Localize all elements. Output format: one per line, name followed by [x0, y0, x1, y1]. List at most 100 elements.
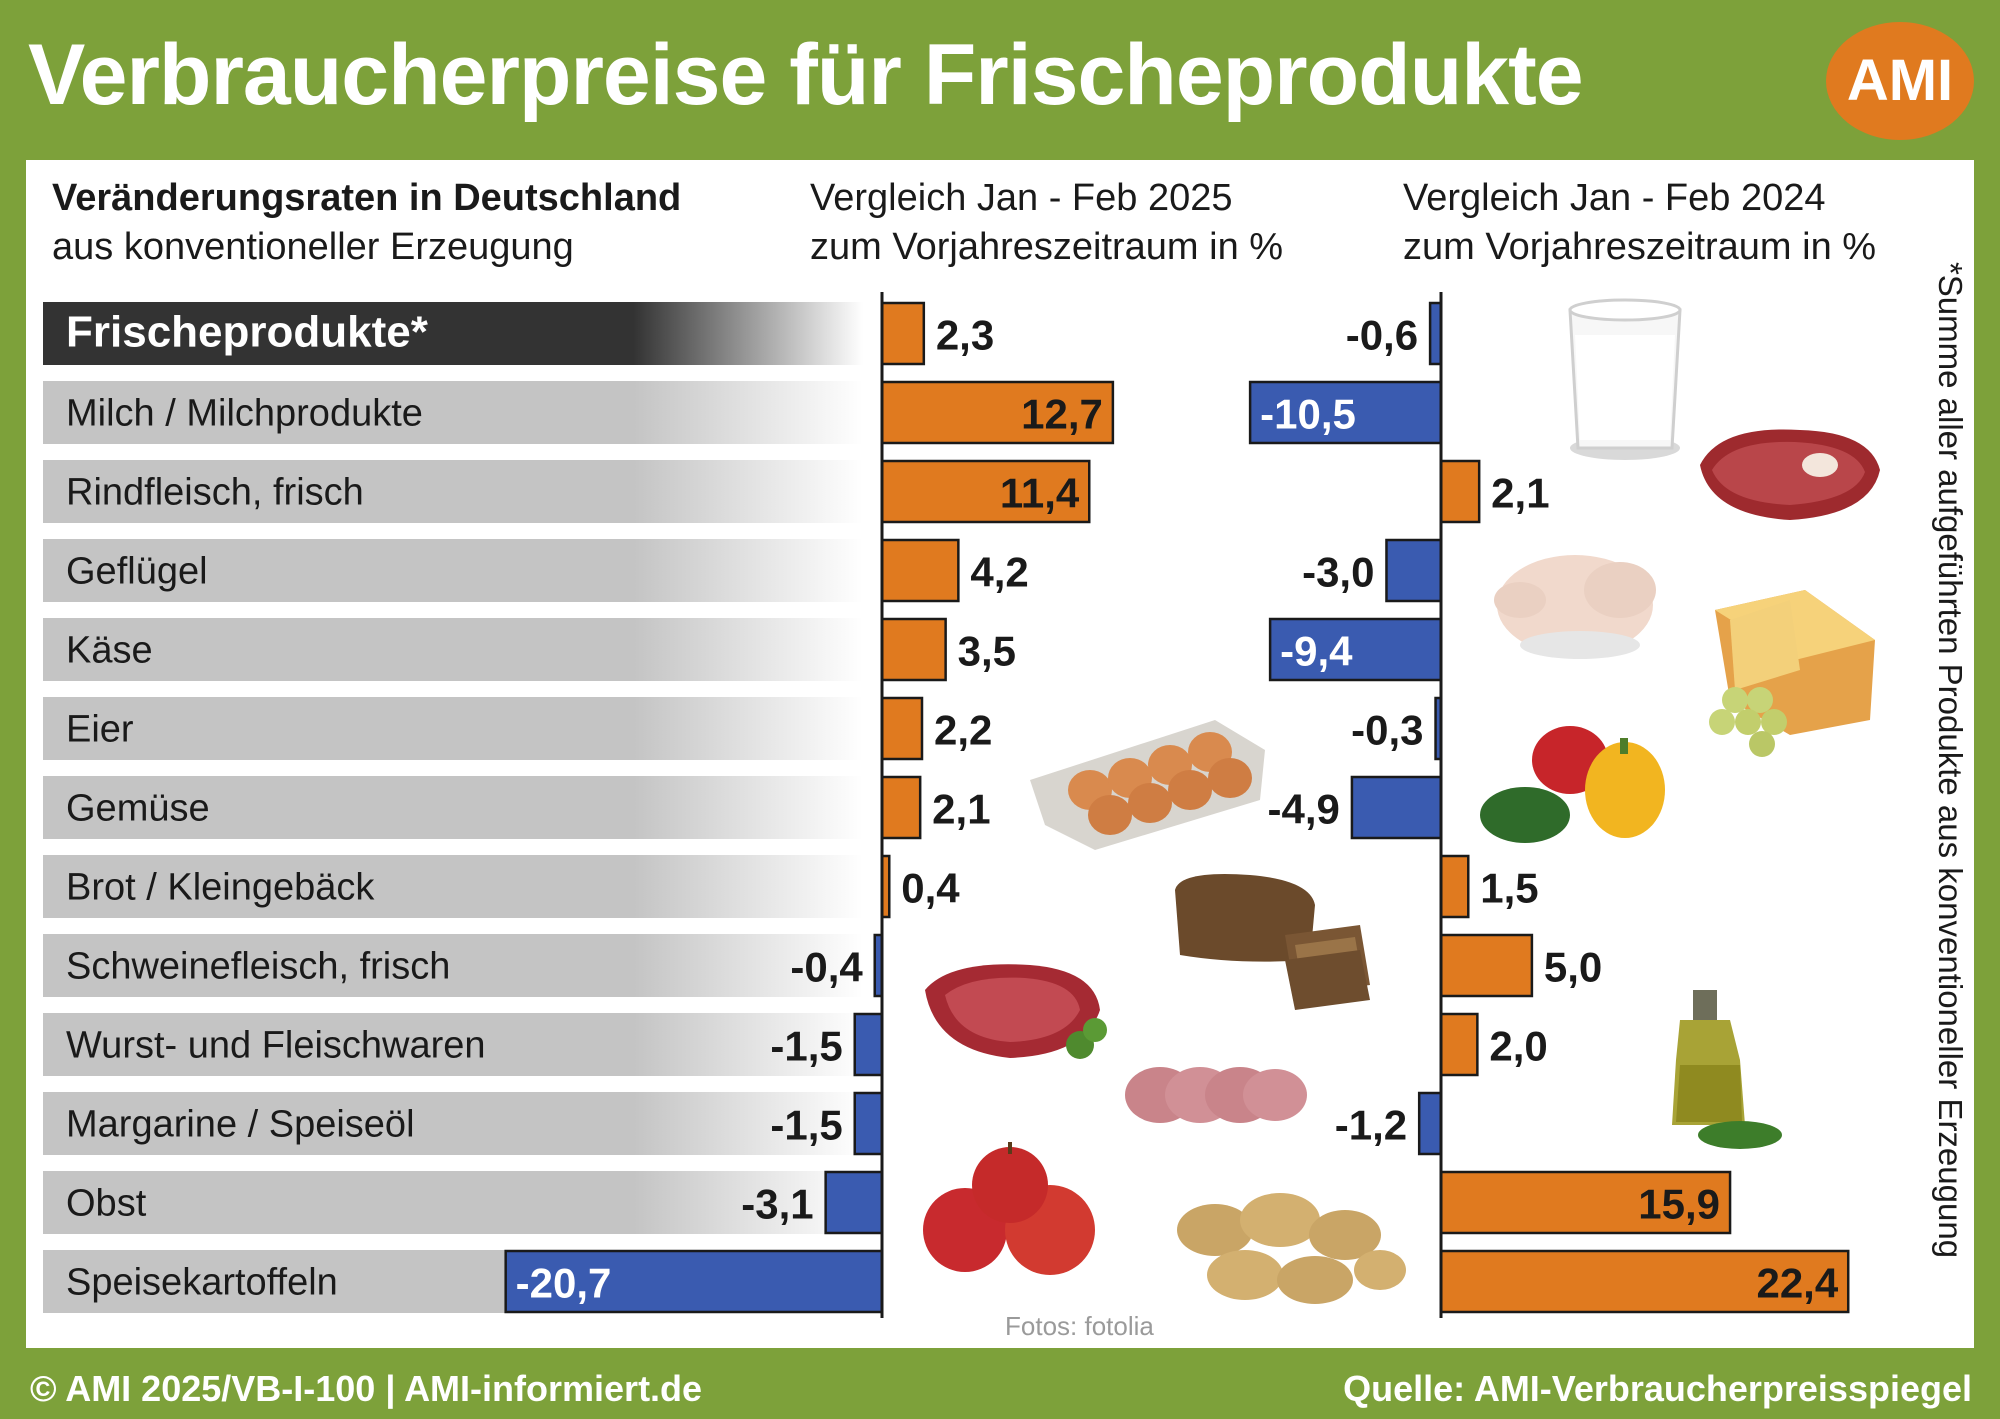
ami-logo-text: AMI — [1846, 48, 1954, 113]
data-label: -0,3 — [1351, 707, 1423, 754]
header-label-bold: Veränderungsraten in Deutschland — [52, 177, 682, 219]
category-band — [43, 381, 863, 444]
data-bar — [1439, 459, 1481, 524]
data-label: -3,0 — [1302, 549, 1374, 596]
data-label: 4,2 — [970, 549, 1028, 596]
apples-icon — [923, 1142, 1095, 1275]
data-bar — [824, 1170, 884, 1235]
data-label: 2,3 — [936, 312, 994, 359]
chicken-icon — [1494, 555, 1656, 659]
category-band — [43, 302, 863, 365]
potatoes-icon — [1177, 1193, 1406, 1304]
data-label: 2,2 — [934, 707, 992, 754]
data-label: -20,7 — [516, 1260, 612, 1307]
data-label: 2,1 — [932, 786, 990, 833]
chart-title: Verbraucherpreise für Frischeprodukte — [28, 27, 1584, 123]
data-bar — [1439, 1012, 1479, 1077]
header-label-sub: aus konventioneller Erzeugung — [52, 226, 574, 268]
data-bar — [853, 1012, 884, 1077]
footnote-text: *Summe aller aufgeführten Produkte aus k… — [1932, 261, 1969, 1259]
category-label: Milch / Milchprodukte — [66, 393, 423, 435]
series1-header-line2: zum Vorjahreszeitraum in % — [810, 226, 1284, 268]
category-label: Rindfleisch, frisch — [66, 472, 364, 514]
category-label: Margarine / Speiseöl — [66, 1104, 415, 1146]
category-label: Gemüse — [66, 788, 210, 830]
footer-copyright: © AMI 2025/VB-I-100 | AMI-informiert.de — [30, 1368, 703, 1409]
data-bar — [1350, 775, 1443, 840]
category-band — [43, 539, 863, 602]
category-band — [43, 1092, 863, 1155]
data-bar — [880, 696, 924, 761]
data-label: 2,0 — [1489, 1023, 1547, 1070]
category-label: Frischeprodukte* — [66, 308, 429, 357]
data-label: -1,5 — [770, 1102, 842, 1149]
category-label: Eier — [66, 709, 134, 751]
data-label: 12,7 — [1021, 391, 1103, 438]
data-label: 11,4 — [1000, 470, 1080, 517]
raw-meat-icon — [925, 964, 1107, 1059]
data-bar — [1417, 1091, 1443, 1156]
data-bar — [880, 538, 960, 603]
data-bar — [880, 617, 947, 682]
oil-bottle-icon — [1672, 990, 1782, 1149]
salami-slices-icon — [1125, 1067, 1307, 1123]
data-label: 1,5 — [1480, 865, 1538, 912]
data-label: -4,9 — [1268, 786, 1340, 833]
category-label: Obst — [66, 1183, 147, 1225]
data-label: -3,1 — [741, 1181, 813, 1228]
category-band — [43, 776, 863, 839]
data-label: -1,5 — [770, 1023, 842, 1070]
data-label: 3,5 — [958, 628, 1016, 675]
category-label: Geflügel — [66, 551, 208, 593]
category-band — [43, 697, 863, 760]
series2-header-line1: Vergleich Jan - Feb 2024 — [1403, 177, 1826, 219]
category-band — [43, 855, 863, 918]
category-label: Wurst- und Fleischwaren — [66, 1025, 486, 1067]
milk-glass-icon — [1568, 298, 1682, 460]
data-bar — [880, 380, 1115, 445]
data-label: 5,0 — [1544, 944, 1602, 991]
data-bar — [1439, 1249, 1850, 1314]
category-label: Speisekartoffeln — [66, 1262, 338, 1304]
data-bar — [1385, 538, 1443, 603]
data-bar — [1439, 1170, 1732, 1235]
data-label: -1,2 — [1335, 1102, 1407, 1149]
eggs-carton-icon — [1030, 720, 1265, 850]
footnote: *Summe aller aufgeführten Produkte aus k… — [1930, 262, 1970, 1258]
data-label: 2,1 — [1491, 470, 1549, 517]
category-band — [43, 934, 863, 997]
bread-icon — [1175, 874, 1370, 1010]
data-bar — [880, 301, 926, 366]
data-label: 22,4 — [1756, 1260, 1838, 1307]
category-band — [43, 1171, 863, 1234]
data-label: 15,9 — [1638, 1181, 1720, 1228]
category-band — [43, 460, 863, 523]
beef-steak-icon — [1700, 429, 1880, 520]
category-label: Schweinefleisch, frisch — [66, 946, 450, 988]
data-label: 0,4 — [901, 865, 960, 912]
data-label: -0,4 — [790, 944, 863, 991]
photo-credit: Fotos: fotolia — [1005, 1311, 1154, 1341]
data-bar — [1428, 301, 1443, 366]
data-label: -9,4 — [1280, 628, 1353, 675]
ami-logo: AMI — [1826, 22, 1974, 140]
data-bar — [880, 775, 922, 840]
series1-header-line1: Vergleich Jan - Feb 2025 — [810, 177, 1233, 219]
peppers-icon — [1480, 726, 1665, 843]
data-bar — [853, 1091, 884, 1156]
data-bar — [504, 1249, 884, 1314]
footer-source: Quelle: AMI-Verbraucherpreisspiegel — [1343, 1368, 1972, 1409]
product-photos — [923, 298, 1880, 1304]
category-band — [43, 1013, 863, 1076]
category-band — [43, 618, 863, 681]
data-label: -0,6 — [1346, 312, 1418, 359]
category-label: Brot / Kleingebäck — [66, 867, 375, 909]
cheese-grapes-icon — [1709, 590, 1875, 757]
category-label: Käse — [66, 630, 153, 672]
data-label: -10,5 — [1260, 391, 1356, 438]
series2-header-line2: zum Vorjahreszeitraum in % — [1403, 226, 1877, 268]
data-bar — [1439, 933, 1534, 998]
data-bar — [1439, 854, 1470, 919]
